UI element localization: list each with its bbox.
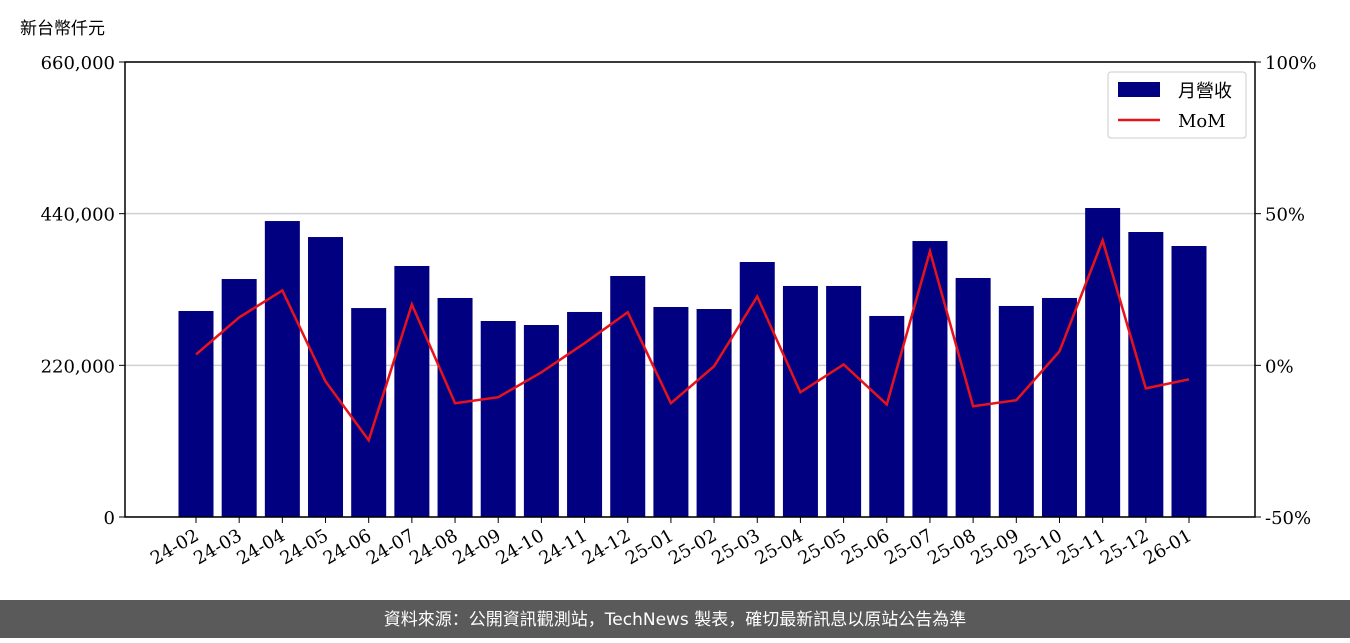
y-tick-label: 440,000 [41,205,115,226]
y-tick-label: 660,000 [41,53,115,74]
x-tick-label: 24-09 [449,525,504,569]
x-tick-label: 25-04 [751,525,806,569]
bar [351,308,387,517]
y-axis-label: 新台幣仟元 [20,19,105,39]
bar [1041,297,1077,517]
bar [1085,208,1121,517]
bar [264,221,300,517]
x-tick-label: 24-06 [320,525,375,569]
x-tick-label: 25-02 [665,525,720,569]
x-tick-label: 24-11 [536,525,591,569]
footer-bar [0,600,1350,638]
plot-frame [124,61,1256,518]
line [195,236,1190,443]
x-tick-label: 25-07 [881,525,936,569]
bar [437,297,473,517]
x-tick-label: 25-09 [967,525,1022,569]
x-tick-label: 25-12 [1097,525,1152,569]
bar [826,285,862,517]
bar [955,277,991,517]
y2-tick-label: 50% [1265,205,1305,226]
bar [610,275,646,517]
legend-label: MoM [1178,111,1226,132]
x-tick-label: 24-02 [147,525,202,569]
x-tick-label: 25-08 [924,525,979,569]
bar [308,237,344,518]
x-tick-label: 25-05 [795,525,850,569]
bar [221,279,257,517]
bar [653,307,689,517]
bar [178,311,214,517]
x-tick-label: 25-06 [838,525,893,569]
bar [696,309,732,517]
legend-label: 月營收 [1178,81,1232,102]
x-tick-label: 25-10 [1011,525,1066,569]
bar [869,315,905,517]
legend-swatch [1118,82,1160,97]
y2-tick-label: 0% [1265,356,1294,377]
x-tick-label: 24-04 [233,525,288,569]
x-tick-label: 25-11 [1054,525,1109,569]
bar [912,241,948,518]
x-tick-label: 25-03 [708,525,763,569]
x-tick-label: 25-01 [622,525,677,569]
y2-tick-label: -50% [1265,508,1311,529]
x-tick-label: 24-03 [190,525,245,569]
x-tick-label: 24-08 [406,525,461,569]
y-tick-label: 220,000 [41,356,115,377]
y-tick-label: 0 [104,508,115,529]
x-tick-label: 24-07 [363,525,418,569]
bar [782,285,818,517]
bar [480,321,516,517]
bar [523,325,559,517]
bar [1128,232,1164,517]
bar [998,305,1034,517]
x-tick-label: 24-12 [579,525,634,569]
x-tick-label: 26-01 [1140,525,1195,569]
footer: 資料來源：公開資訊觀測站，TechNews 製表，確切最新訊息以原站公告為準 [384,610,966,630]
y2-tick-label: 100% [1265,53,1316,74]
x-tick-label: 24-10 [492,525,547,569]
bar [739,261,775,517]
bar [567,311,603,517]
x-tick-label: 24-05 [277,525,332,569]
